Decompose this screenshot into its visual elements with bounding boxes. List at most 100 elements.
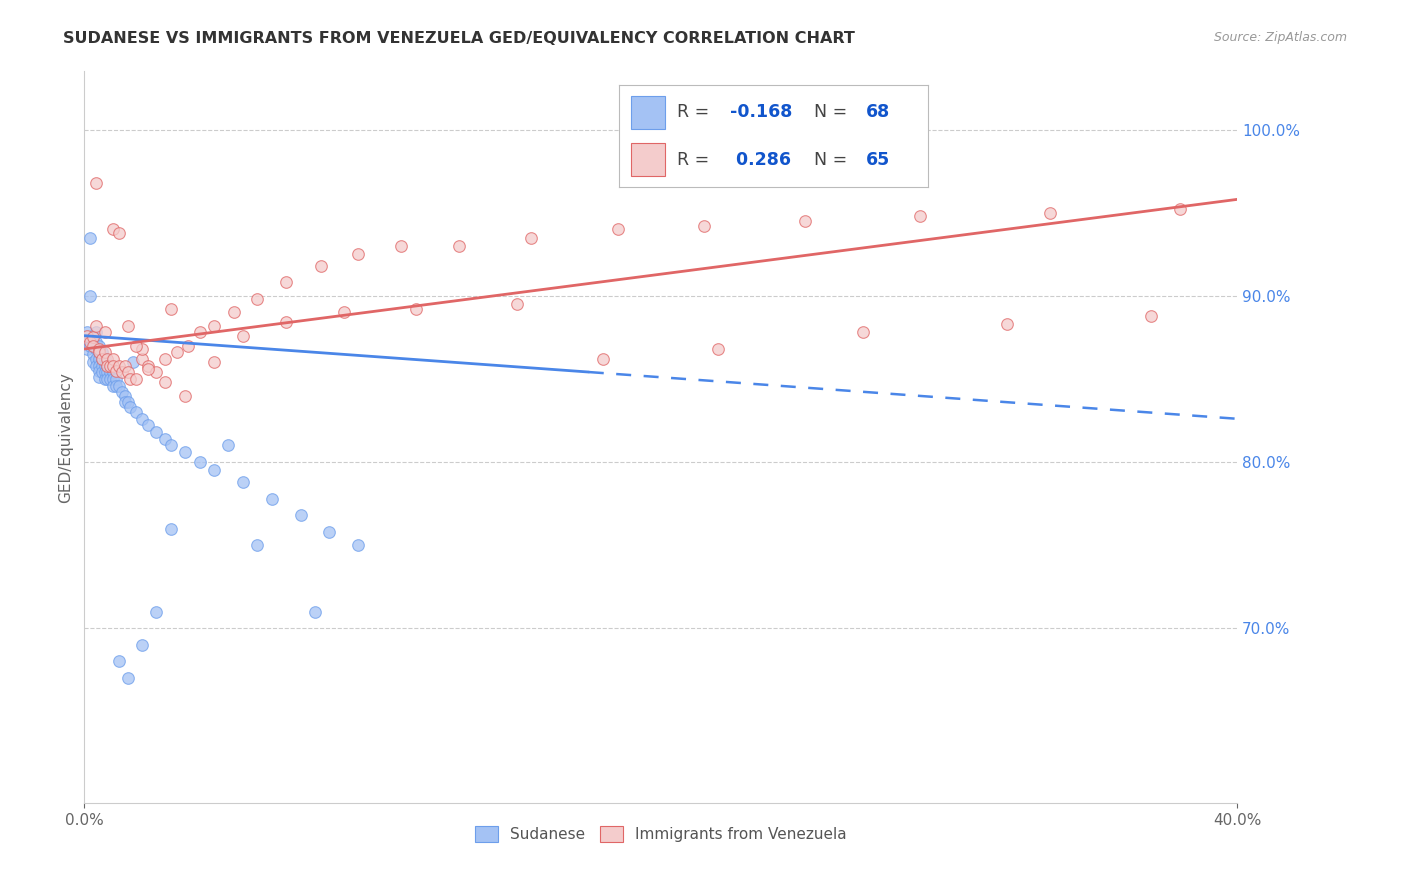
Point xyxy=(145,605,167,619)
Point xyxy=(93,326,115,340)
Point xyxy=(125,405,148,419)
Point xyxy=(93,359,115,373)
Point xyxy=(84,359,107,373)
Point xyxy=(174,445,197,459)
Point xyxy=(84,335,107,350)
Point xyxy=(108,359,131,373)
Point xyxy=(87,359,110,373)
Point xyxy=(96,372,118,386)
Point xyxy=(82,335,104,350)
Point xyxy=(125,338,148,352)
Point xyxy=(82,338,104,352)
Point xyxy=(131,342,153,356)
Point xyxy=(224,305,246,319)
Legend: Sudanese, Immigrants from Venezuela: Sudanese, Immigrants from Venezuela xyxy=(467,818,855,850)
Point xyxy=(87,338,110,352)
Point xyxy=(153,375,176,389)
Point xyxy=(93,372,115,386)
Point xyxy=(87,363,110,377)
Point xyxy=(136,359,159,373)
Point xyxy=(114,359,136,373)
Text: -0.168: -0.168 xyxy=(730,103,793,121)
Point xyxy=(117,365,139,379)
Point xyxy=(131,638,153,652)
Point xyxy=(108,378,131,392)
Point xyxy=(90,365,112,379)
Point xyxy=(82,355,104,369)
Point xyxy=(96,365,118,379)
Point xyxy=(87,345,110,359)
Point xyxy=(84,318,107,333)
Point xyxy=(122,355,145,369)
Point xyxy=(90,351,112,366)
Point xyxy=(79,230,101,244)
Point xyxy=(82,347,104,361)
Point xyxy=(202,355,225,369)
Point xyxy=(202,318,225,333)
Point xyxy=(506,297,529,311)
Point xyxy=(188,455,211,469)
Point xyxy=(93,351,115,366)
Point xyxy=(105,378,128,392)
Point xyxy=(153,432,176,446)
Point xyxy=(260,491,283,506)
Point xyxy=(76,328,98,343)
Point xyxy=(84,351,107,366)
Point xyxy=(153,351,176,366)
Text: 65: 65 xyxy=(866,151,890,169)
Point xyxy=(232,475,254,489)
Point xyxy=(82,330,104,344)
Point xyxy=(87,342,110,356)
Point xyxy=(347,538,370,552)
Point xyxy=(794,214,817,228)
Point xyxy=(160,438,183,452)
Point xyxy=(202,463,225,477)
Point xyxy=(90,345,112,359)
Point xyxy=(87,345,110,359)
Point xyxy=(449,239,471,253)
Point xyxy=(114,388,136,402)
Point xyxy=(90,351,112,366)
Point xyxy=(120,372,142,386)
Point xyxy=(1140,309,1163,323)
Text: N =: N = xyxy=(814,151,852,169)
Point xyxy=(347,247,370,261)
Point xyxy=(188,326,211,340)
Point xyxy=(145,425,167,439)
Point xyxy=(84,176,107,190)
Text: SUDANESE VS IMMIGRANTS FROM VENEZUELA GED/EQUIVALENCY CORRELATION CHART: SUDANESE VS IMMIGRANTS FROM VENEZUELA GE… xyxy=(63,31,855,46)
Point xyxy=(318,524,340,539)
Point xyxy=(82,330,104,344)
Text: 0.286: 0.286 xyxy=(730,151,792,169)
Point xyxy=(103,378,124,392)
Point xyxy=(592,351,614,366)
Point xyxy=(309,259,332,273)
Point xyxy=(136,362,159,376)
Point xyxy=(76,335,98,350)
Point xyxy=(276,315,298,329)
Text: R =: R = xyxy=(678,103,716,121)
Point xyxy=(103,222,124,236)
Point xyxy=(98,372,121,386)
Point xyxy=(114,395,136,409)
Point xyxy=(405,301,427,316)
Point xyxy=(79,289,101,303)
Point xyxy=(96,359,118,373)
Point xyxy=(90,359,112,373)
Point xyxy=(105,363,128,377)
Text: R =: R = xyxy=(678,151,716,169)
Text: 68: 68 xyxy=(866,103,890,121)
Point xyxy=(96,351,118,366)
Point xyxy=(84,326,107,340)
Text: N =: N = xyxy=(814,103,852,121)
Point xyxy=(606,222,628,236)
Point xyxy=(391,239,413,253)
Y-axis label: GED/Equivalency: GED/Equivalency xyxy=(58,372,73,502)
Point xyxy=(76,342,98,356)
Point xyxy=(131,412,153,426)
Point xyxy=(852,326,875,340)
Point xyxy=(218,438,240,452)
Point xyxy=(79,335,101,350)
Point xyxy=(105,372,128,386)
Point xyxy=(145,365,167,379)
